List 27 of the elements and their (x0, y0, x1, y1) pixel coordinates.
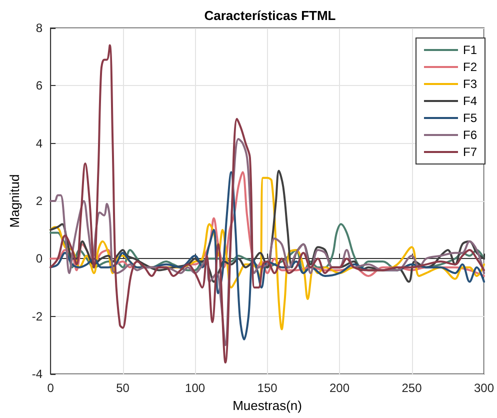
line-series (50, 138, 485, 346)
y-tick-label: 0 (36, 252, 43, 266)
y-tick-label: 4 (36, 136, 43, 150)
x-axis-title: Muestras(n) (232, 398, 302, 413)
legend-label: F1 (462, 43, 478, 57)
legend-label: F3 (462, 77, 478, 91)
x-tick-label: 300 (474, 381, 494, 395)
y-axis-title: Magnitud (7, 174, 22, 228)
chart-title: Características FTML (204, 8, 336, 23)
y-tick-label: 6 (36, 78, 43, 93)
x-tick-label: 100 (185, 381, 206, 395)
line-series (50, 44, 485, 364)
legend-label: F2 (462, 60, 478, 74)
x-tick-label: 250 (402, 381, 422, 395)
y-tick-label: 8 (36, 21, 43, 35)
y-tick-label: -4 (32, 367, 43, 381)
legend-label: F5 (462, 111, 478, 125)
legend-label: F6 (462, 128, 478, 142)
legend-label: F4 (462, 94, 478, 108)
x-tick-label: 150 (257, 381, 278, 395)
x-tick-label: 200 (330, 381, 350, 395)
x-tick-label: 50 (116, 381, 130, 395)
x-tick-label: 0 (47, 381, 54, 395)
legend-label: F7 (462, 145, 478, 159)
y-tick-label: -2 (32, 309, 43, 324)
y-tick-label: 2 (36, 194, 43, 208)
line-series (50, 223, 485, 274)
